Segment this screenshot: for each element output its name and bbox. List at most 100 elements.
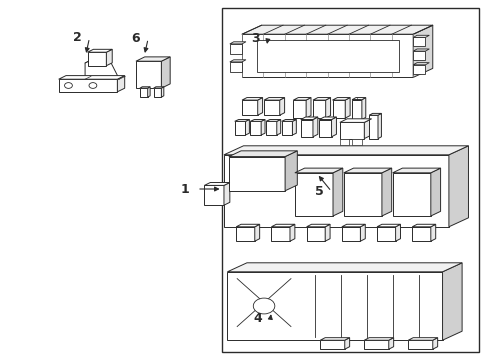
Polygon shape — [430, 224, 435, 241]
Polygon shape — [332, 100, 345, 118]
Polygon shape — [117, 76, 124, 92]
Bar — [222, 8, 478, 352]
Polygon shape — [332, 168, 342, 216]
Polygon shape — [376, 224, 400, 227]
Polygon shape — [343, 173, 381, 216]
Polygon shape — [224, 183, 229, 205]
Polygon shape — [305, 98, 310, 118]
Polygon shape — [250, 121, 261, 135]
Polygon shape — [412, 65, 425, 74]
Polygon shape — [234, 120, 249, 121]
Polygon shape — [242, 100, 257, 115]
Polygon shape — [204, 185, 224, 205]
Polygon shape — [319, 117, 336, 120]
Polygon shape — [377, 113, 381, 139]
Polygon shape — [388, 338, 393, 349]
Polygon shape — [312, 100, 325, 118]
Polygon shape — [331, 117, 336, 137]
Polygon shape — [224, 146, 468, 155]
Circle shape — [64, 83, 72, 89]
Polygon shape — [364, 338, 393, 340]
Polygon shape — [264, 100, 279, 115]
Polygon shape — [407, 338, 437, 340]
Text: 2: 2 — [73, 31, 81, 44]
Polygon shape — [319, 120, 331, 137]
Polygon shape — [87, 49, 112, 52]
Polygon shape — [300, 117, 317, 120]
Polygon shape — [345, 98, 349, 118]
Polygon shape — [312, 117, 317, 137]
Polygon shape — [265, 120, 280, 121]
Polygon shape — [236, 224, 259, 227]
Polygon shape — [376, 227, 395, 241]
Polygon shape — [381, 168, 391, 216]
Text: 6: 6 — [131, 32, 140, 45]
Polygon shape — [264, 98, 284, 100]
Polygon shape — [153, 88, 161, 97]
Polygon shape — [236, 227, 254, 241]
Circle shape — [89, 83, 97, 89]
Polygon shape — [153, 87, 163, 88]
Polygon shape — [229, 42, 245, 44]
Polygon shape — [294, 168, 342, 173]
Text: 1: 1 — [180, 183, 189, 195]
Polygon shape — [320, 340, 344, 349]
Polygon shape — [412, 25, 432, 77]
Polygon shape — [312, 98, 330, 100]
Polygon shape — [229, 44, 242, 54]
Polygon shape — [229, 60, 245, 62]
Polygon shape — [254, 224, 259, 241]
Circle shape — [253, 298, 274, 314]
Polygon shape — [234, 121, 245, 135]
Polygon shape — [448, 146, 468, 227]
Polygon shape — [361, 98, 365, 120]
Polygon shape — [227, 263, 461, 272]
Polygon shape — [281, 120, 296, 121]
Polygon shape — [368, 113, 381, 115]
Polygon shape — [292, 120, 296, 135]
Polygon shape — [341, 227, 360, 241]
Polygon shape — [407, 340, 432, 349]
Polygon shape — [147, 87, 150, 97]
Polygon shape — [242, 25, 432, 34]
Polygon shape — [364, 340, 388, 349]
Polygon shape — [245, 120, 249, 135]
Text: 5: 5 — [314, 185, 323, 198]
Polygon shape — [204, 183, 229, 185]
Polygon shape — [257, 98, 262, 115]
Polygon shape — [224, 155, 448, 227]
Polygon shape — [392, 173, 430, 216]
Polygon shape — [276, 120, 280, 135]
Polygon shape — [344, 338, 349, 349]
Polygon shape — [339, 122, 364, 139]
Polygon shape — [261, 120, 264, 135]
Polygon shape — [339, 119, 371, 122]
Text: 3: 3 — [251, 32, 260, 45]
Polygon shape — [140, 87, 150, 88]
Polygon shape — [228, 157, 285, 191]
Polygon shape — [250, 120, 264, 121]
Polygon shape — [432, 338, 437, 349]
Polygon shape — [279, 98, 284, 115]
Polygon shape — [412, 51, 425, 60]
Polygon shape — [332, 98, 349, 100]
Polygon shape — [136, 61, 161, 88]
Polygon shape — [411, 224, 435, 227]
Polygon shape — [285, 151, 297, 191]
Polygon shape — [306, 224, 329, 227]
Polygon shape — [265, 121, 276, 135]
Polygon shape — [242, 98, 262, 100]
Polygon shape — [360, 224, 365, 241]
Polygon shape — [281, 121, 292, 135]
Polygon shape — [106, 49, 112, 66]
Polygon shape — [351, 139, 361, 145]
Polygon shape — [300, 120, 312, 137]
Polygon shape — [271, 227, 289, 241]
Polygon shape — [161, 57, 170, 88]
Polygon shape — [411, 227, 430, 241]
Polygon shape — [271, 224, 294, 227]
Polygon shape — [293, 100, 305, 118]
Polygon shape — [412, 49, 428, 51]
Polygon shape — [325, 224, 329, 241]
Polygon shape — [140, 88, 147, 97]
